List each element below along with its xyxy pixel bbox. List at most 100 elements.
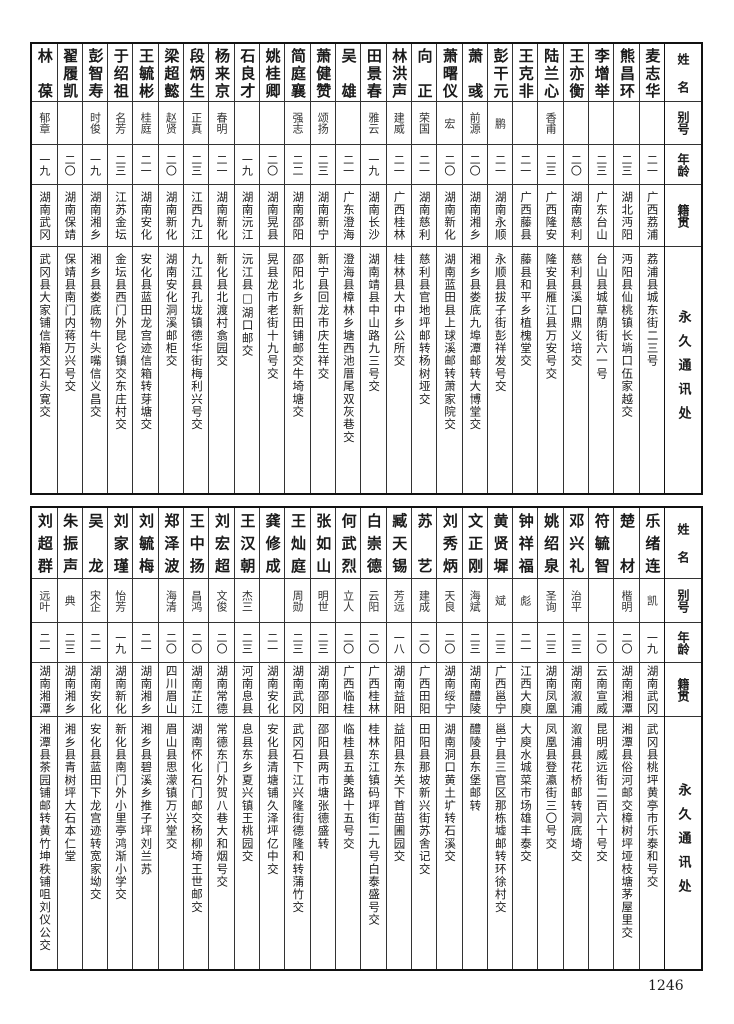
alias-text: 文俊: [215, 589, 229, 612]
origin-text: 广西桂林: [392, 190, 407, 241]
age-cell: 二二: [285, 145, 310, 185]
age-cell: 二一: [386, 145, 411, 185]
age-text: 二一: [645, 153, 659, 176]
age-text: 二〇: [442, 153, 456, 176]
address-text: 溆浦县花桥邮转洞底埼交: [569, 723, 584, 863]
origin-cell: 湖南新化: [209, 185, 234, 247]
origin-text: 湖南邵阳: [316, 664, 331, 715]
origin-cell: 湖南新化: [158, 185, 184, 247]
name-text: 刘秀炳: [440, 513, 459, 573]
origin-text: 湖南湘潭: [38, 664, 53, 715]
name-text: 楚材: [618, 513, 637, 573]
age-text: 二〇: [468, 153, 482, 176]
address-text: 湖南怀化石门邮交杨柳埼王世邮交: [189, 723, 204, 914]
header-cell-address: 永久通讯处: [665, 717, 701, 969]
alias-cell: 颂扬: [310, 102, 335, 145]
header-cell-age: 年龄: [665, 623, 701, 663]
origin-text: 湖南新化: [443, 190, 458, 241]
age-cell: 二一: [639, 145, 664, 185]
origin-cell: 广西隆安: [538, 185, 563, 247]
person-record: 田景春 雅云 一九 湖南长沙 湖南靖县中山路九三号交: [360, 44, 386, 493]
address-text: 台山县城草荫街六一号: [594, 253, 609, 380]
origin-text: 广西隆安: [544, 190, 559, 241]
name-cell: 张如山: [310, 508, 335, 579]
age-text: 二〇: [366, 631, 380, 654]
age-text: 二三: [316, 153, 330, 176]
origin-text: 湖南新化: [114, 664, 129, 715]
header-label-address: 永久通讯处: [675, 783, 691, 903]
name-cell: 白崇德: [361, 508, 386, 579]
address-text: 澄海县樟林乡塘西池厝尾双灰巷交: [341, 253, 356, 444]
alias-cell: 时俊: [82, 102, 108, 145]
address-cell: 眉山县思濛镇万兴堂交: [159, 717, 183, 969]
address-text: 大庾水城菜市场雄丰泰交: [519, 723, 534, 863]
alias-cell: [234, 102, 259, 145]
address-text: 新化县北渡村翕园交: [215, 253, 230, 368]
alias-cell: 郁章: [32, 102, 57, 145]
address-cell: 田阳县那坡新兴街苏舍记交: [412, 717, 436, 969]
address-cell: 隆安县雁江县万安号交: [538, 247, 562, 493]
origin-cell: 湖南武冈: [285, 663, 310, 717]
person-record: 熊昌环 二三 湖北沔阳 沔阳县仙桃镇长埫口伍家越交: [613, 44, 639, 493]
alias-text: 正真: [189, 112, 203, 134]
name-text: 乐绪连: [643, 513, 662, 573]
address-text: 金坛县西门外昆仑镇交东庄村交: [114, 253, 129, 431]
name-cell: 郑泽波: [158, 508, 184, 579]
origin-cell: 湖南湘乡: [82, 185, 108, 247]
person-record: 吴雄 二一 广东澄海 澄海县樟林乡塘西池厝尾双灰巷交: [334, 44, 361, 493]
alias-cell: 圣询: [538, 579, 563, 623]
name-text: 彭干元: [491, 47, 510, 98]
name-cell: 王汉朝: [234, 508, 259, 579]
name-cell: 吴龙: [82, 508, 108, 579]
alias-text: 远叶: [37, 589, 51, 612]
header-label-address: 永久通讯处: [675, 310, 691, 430]
origin-text: 湖南慈利: [569, 190, 584, 241]
alias-cell: 治平: [563, 579, 589, 623]
age-cell: 二〇: [361, 623, 386, 663]
age-cell: 二一: [260, 623, 285, 663]
name-cell: 石良才: [234, 44, 259, 102]
alias-text: 天良: [442, 589, 456, 612]
age-text: 二〇: [341, 631, 355, 654]
age-text: 一九: [366, 153, 380, 176]
alias-cell: 正真: [184, 102, 209, 145]
person-record: 李增举 二三 广东台山 台山县城草荫街六一号: [588, 44, 614, 493]
origin-text: 湖南安化: [139, 190, 154, 241]
address-text: 醴陵县东堡邮转: [468, 723, 483, 812]
age-cell: 二一: [513, 145, 538, 185]
address-cell: 武冈县大家铺信箱交石头寛交: [32, 247, 56, 493]
name-cell: 于绍祖: [108, 44, 133, 102]
address-text: 湘潭县俗河邮交樟树坪垭枝塘茅屋里交: [620, 723, 635, 939]
name-cell: 彭智寿: [82, 44, 108, 102]
alias-cell: 怡芳: [108, 579, 133, 623]
header-cell-alias: 别号: [665, 579, 701, 623]
address-text: 邵阳县两市塘张德盛转: [316, 723, 331, 850]
age-cell: 二一: [513, 623, 538, 663]
name-text: 符毓智: [592, 513, 611, 573]
age-cell: 二一: [133, 623, 158, 663]
age-text: 二一: [518, 153, 532, 176]
name-cell: 刘超群: [32, 508, 57, 579]
origin-text: 湖南新化: [164, 190, 179, 241]
address-text: 隆安县雁江县万安号交: [544, 253, 559, 380]
alias-text: 明世: [316, 589, 330, 612]
origin-text: 湖南长沙: [367, 190, 382, 241]
age-cell: 二三: [234, 623, 259, 663]
name-text: 朱振声: [61, 513, 80, 573]
person-record: 白崇德 云阳 二〇 广西桂林 桂林东江镇码坪街二九号白泰盛号交: [360, 508, 386, 969]
origin-cell: 广西临桂: [335, 663, 361, 717]
origin-text: 江西九江: [189, 190, 204, 241]
person-record: 邓兴礼 治平 二三 湖南溆浦 溆浦县花桥邮转洞底埼交: [562, 508, 589, 969]
age-text: 二三: [544, 153, 558, 176]
address-text: 湖南安化洞溪邮柜交: [164, 253, 179, 368]
address-cell: 湖南靖县中山路九三号交: [361, 247, 385, 493]
age-text: 二一: [215, 153, 229, 176]
name-cell: 王克非: [513, 44, 538, 102]
origin-cell: 江苏金坛: [108, 185, 133, 247]
address-cell: 湖南洞口黄土圹转石溪交: [437, 717, 461, 969]
alias-cell: 云阳: [361, 579, 386, 623]
age-cell: 二三: [57, 623, 82, 663]
origin-cell: 湖南溆浦: [563, 663, 589, 717]
address-text: 邕宁县三官区那栋墟邮转环徐村交: [493, 723, 508, 914]
name-cell: 刘宏超: [209, 508, 234, 579]
